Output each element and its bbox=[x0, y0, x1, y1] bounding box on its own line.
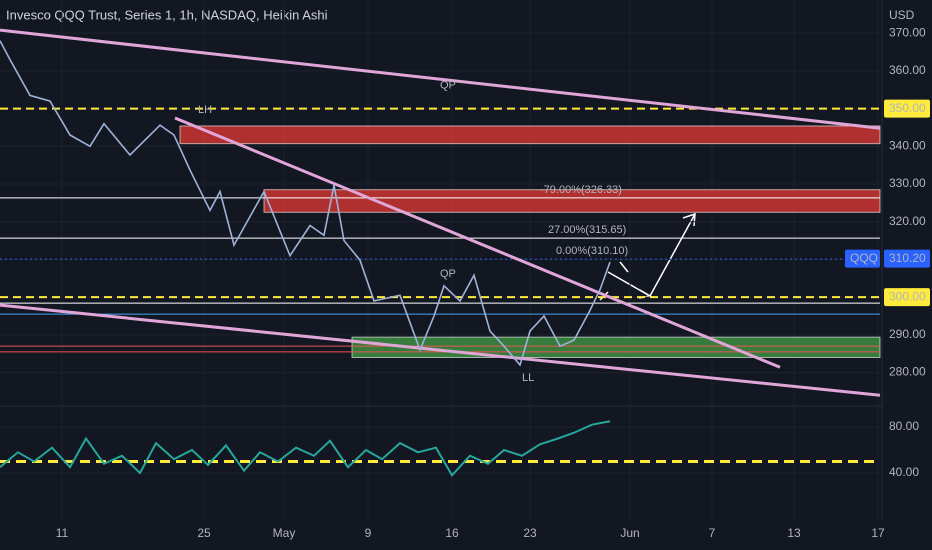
trendline bbox=[174, 116, 781, 369]
price-label: 310.20 bbox=[889, 251, 926, 265]
symbol-label: QQQ bbox=[850, 251, 878, 265]
x-tick-label: 17 bbox=[871, 526, 885, 540]
annotation: QP bbox=[440, 79, 456, 91]
price-label: 300.00 bbox=[889, 289, 926, 303]
zone bbox=[179, 125, 881, 145]
y-tick-label: 290.00 bbox=[889, 327, 926, 341]
x-tick-label: 16 bbox=[445, 526, 459, 540]
x-tick-label: 9 bbox=[365, 526, 372, 540]
x-tick-label: 25 bbox=[197, 526, 211, 540]
price-line bbox=[0, 40, 611, 367]
zone bbox=[263, 189, 881, 213]
price-label-box bbox=[884, 99, 930, 118]
x-tick-label: 23 bbox=[523, 526, 537, 540]
axis-unit: USD bbox=[889, 8, 915, 22]
y-tick-label: 370.00 bbox=[889, 25, 926, 39]
price-label-box bbox=[884, 249, 930, 268]
x-tick-label: 7 bbox=[709, 526, 716, 540]
trendline bbox=[0, 303, 881, 397]
x-tick-label: 13 bbox=[787, 526, 801, 540]
trendline bbox=[0, 28, 881, 130]
x-tick-label: Jun bbox=[620, 526, 639, 540]
y-tick-label: 340.00 bbox=[889, 138, 926, 152]
annotation: QP bbox=[440, 268, 456, 280]
y-tick-label: 360.00 bbox=[889, 63, 926, 77]
symbol-box bbox=[845, 249, 880, 268]
y-tick-label: 330.00 bbox=[889, 176, 926, 190]
tick-mark bbox=[619, 261, 629, 273]
price-label-box bbox=[884, 288, 930, 307]
annotation: 27.00%(315.65) bbox=[548, 224, 626, 236]
annotation: LH bbox=[198, 104, 212, 116]
zone bbox=[351, 336, 881, 358]
oscillator-line bbox=[0, 420, 611, 477]
y-tick-label: 280.00 bbox=[889, 365, 926, 379]
annotation: 0.00%(310.10) bbox=[556, 245, 628, 257]
y-tick-label: 320.00 bbox=[889, 214, 926, 228]
price-label: 350.00 bbox=[889, 101, 926, 115]
x-tick-label: 11 bbox=[56, 526, 69, 540]
y-tick-label: 80.00 bbox=[889, 419, 919, 433]
annotation: LL bbox=[522, 372, 534, 384]
chart-title: Invesco QQQ Trust, Series 1, 1h, NASDAQ,… bbox=[6, 7, 328, 22]
annotation: -79.00%(326.33) bbox=[540, 184, 622, 196]
y-tick-label: 40.00 bbox=[889, 465, 919, 479]
x-tick-label: May bbox=[273, 526, 296, 540]
